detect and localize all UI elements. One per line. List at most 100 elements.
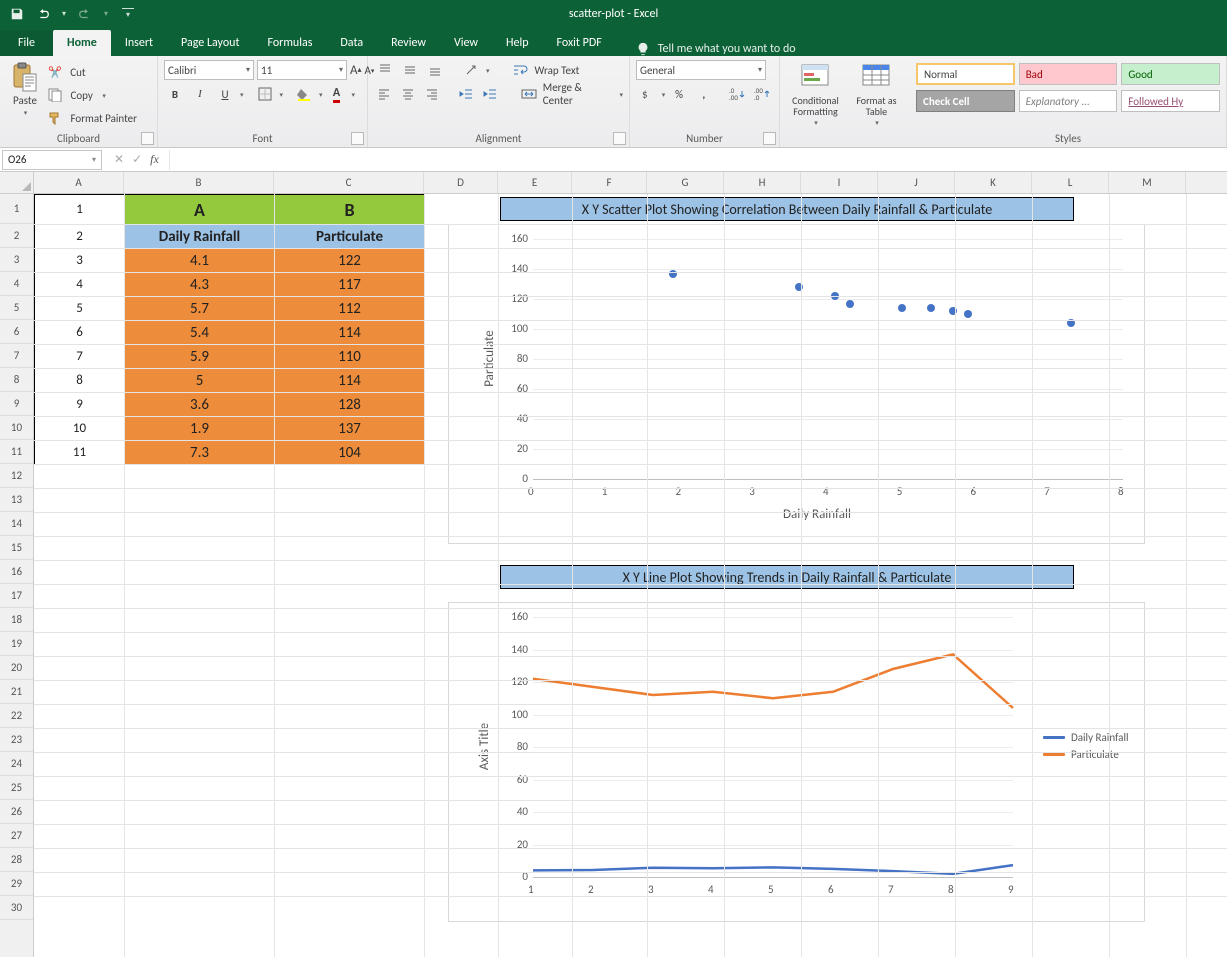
tab-data[interactable]: Data	[326, 30, 377, 56]
fx-icon[interactable]: fx	[150, 152, 159, 167]
enter-formula-icon[interactable]: ✓	[132, 152, 142, 167]
format-as-table-button[interactable]: Format as Table▾	[849, 59, 904, 127]
col-header-C[interactable]: C	[274, 172, 424, 193]
font-color-button[interactable]: A	[326, 84, 348, 104]
row-header-3[interactable]: 3	[0, 248, 33, 272]
row-header-7[interactable]: 7	[0, 344, 33, 368]
clipboard-launcher[interactable]	[141, 132, 154, 145]
tab-view[interactable]: View	[440, 30, 492, 56]
increase-font-icon[interactable]: A▴	[350, 60, 362, 80]
number-format-select[interactable]: General▾	[636, 60, 766, 80]
decrease-decimal-icon[interactable]: .00.0	[751, 84, 773, 104]
col-header-G[interactable]: G	[647, 172, 724, 193]
tab-formulas[interactable]: Formulas	[253, 30, 326, 56]
col-header-L[interactable]: L	[1032, 172, 1109, 193]
row-header-15[interactable]: 15	[0, 536, 33, 560]
row-header-16[interactable]: 16	[0, 560, 33, 584]
row-header-20[interactable]: 20	[0, 656, 33, 680]
row-header-25[interactable]: 25	[0, 776, 33, 800]
row-header-14[interactable]: 14	[0, 512, 33, 536]
select-all-button[interactable]	[0, 172, 34, 194]
number-launcher[interactable]	[763, 132, 776, 145]
row-header-23[interactable]: 23	[0, 728, 33, 752]
row-header-27[interactable]: 27	[0, 824, 33, 848]
underline-button[interactable]: U	[214, 84, 236, 104]
style-check-cell[interactable]: Check Cell	[916, 90, 1015, 112]
cut-button[interactable]: ✂️ Cut	[48, 61, 137, 83]
line-chart[interactable]: 020406080100120140160123456789Axis Title…	[448, 602, 1145, 922]
col-header-K[interactable]: K	[955, 172, 1032, 193]
row-header-1[interactable]: 1	[0, 194, 33, 224]
row-header-26[interactable]: 26	[0, 800, 33, 824]
align-middle-icon[interactable]	[399, 60, 421, 80]
align-bottom-icon[interactable]	[424, 60, 446, 80]
style-bad[interactable]: Bad	[1019, 63, 1118, 85]
fill-color-button[interactable]	[293, 84, 315, 104]
borders-button[interactable]	[254, 84, 276, 104]
row-header-4[interactable]: 4	[0, 272, 33, 296]
tab-page-layout[interactable]: Page Layout	[167, 30, 253, 56]
tab-review[interactable]: Review	[377, 30, 440, 56]
accounting-format-icon[interactable]: $	[636, 84, 658, 104]
row-headers[interactable]: 1234567891011121314151617181920212223242…	[0, 194, 34, 957]
italic-button[interactable]: I	[189, 84, 211, 104]
tab-help[interactable]: Help	[492, 30, 543, 56]
align-left-icon[interactable]	[374, 84, 395, 104]
row-header-17[interactable]: 17	[0, 584, 33, 608]
row-header-10[interactable]: 10	[0, 416, 33, 440]
row-header-11[interactable]: 11	[0, 440, 33, 464]
cells-area[interactable]: 1AB2Daily RainfallParticulate34.112244.3…	[34, 194, 1227, 957]
tab-file[interactable]: File	[0, 30, 53, 56]
row-header-6[interactable]: 6	[0, 320, 33, 344]
row-header-9[interactable]: 9	[0, 392, 33, 416]
undo-icon[interactable]	[32, 3, 54, 25]
copy-button[interactable]: Copy ▾	[48, 84, 137, 106]
row-header-28[interactable]: 28	[0, 848, 33, 872]
row-header-30[interactable]: 30	[0, 896, 33, 920]
row-header-18[interactable]: 18	[0, 608, 33, 632]
col-header-H[interactable]: H	[724, 172, 801, 193]
font-name-select[interactable]: Calibri▾	[164, 60, 254, 80]
font-size-select[interactable]: 11▾	[257, 60, 347, 80]
row-header-19[interactable]: 19	[0, 632, 33, 656]
row-header-5[interactable]: 5	[0, 296, 33, 320]
style-followed-link[interactable]: Followed Hy	[1121, 90, 1220, 112]
row-header-12[interactable]: 12	[0, 464, 33, 488]
tab-insert[interactable]: Insert	[111, 30, 167, 56]
style-normal[interactable]: Normal	[916, 63, 1015, 85]
comma-format-icon[interactable]: ,	[693, 84, 715, 104]
align-center-icon[interactable]	[398, 84, 419, 104]
orientation-icon[interactable]	[460, 60, 482, 80]
tell-me[interactable]: Tell me what you want to do	[636, 42, 796, 56]
row-header-8[interactable]: 8	[0, 368, 33, 392]
row-header-29[interactable]: 29	[0, 872, 33, 896]
row-header-22[interactable]: 22	[0, 704, 33, 728]
tab-foxit[interactable]: Foxit PDF	[543, 30, 616, 56]
undo-menu-icon[interactable]: ▾	[58, 9, 70, 19]
col-header-M[interactable]: M	[1109, 172, 1186, 193]
font-launcher[interactable]	[351, 132, 364, 145]
decrease-indent-icon[interactable]	[456, 84, 477, 104]
paste-button[interactable]: Paste ▾	[6, 59, 44, 129]
cancel-formula-icon[interactable]: ✕	[114, 152, 124, 167]
increase-indent-icon[interactable]	[479, 84, 500, 104]
column-headers[interactable]: ABCDEFGHIJKLM	[34, 172, 1227, 194]
conditional-formatting-button[interactable]: Conditional Formatting▾	[786, 59, 845, 127]
col-header-I[interactable]: I	[801, 172, 878, 193]
col-header-D[interactable]: D	[424, 172, 498, 193]
increase-decimal-icon[interactable]: .0.00	[727, 84, 749, 104]
col-header-F[interactable]: F	[572, 172, 647, 193]
wrap-text-icon[interactable]	[510, 60, 532, 80]
col-header-E[interactable]: E	[498, 172, 572, 193]
wrap-text-label[interactable]: Wrap Text	[535, 64, 580, 77]
bold-button[interactable]: B	[164, 84, 186, 104]
tab-home[interactable]: Home	[53, 30, 111, 56]
percent-format-icon[interactable]: %	[668, 84, 690, 104]
worksheet-grid[interactable]: ABCDEFGHIJKLM 12345678910111213141516171…	[0, 172, 1227, 957]
row-header-24[interactable]: 24	[0, 752, 33, 776]
align-top-icon[interactable]	[374, 60, 396, 80]
name-box[interactable]: O26▾	[2, 150, 102, 170]
col-header-J[interactable]: J	[878, 172, 955, 193]
save-icon[interactable]	[6, 3, 28, 25]
style-good[interactable]: Good	[1121, 63, 1220, 85]
